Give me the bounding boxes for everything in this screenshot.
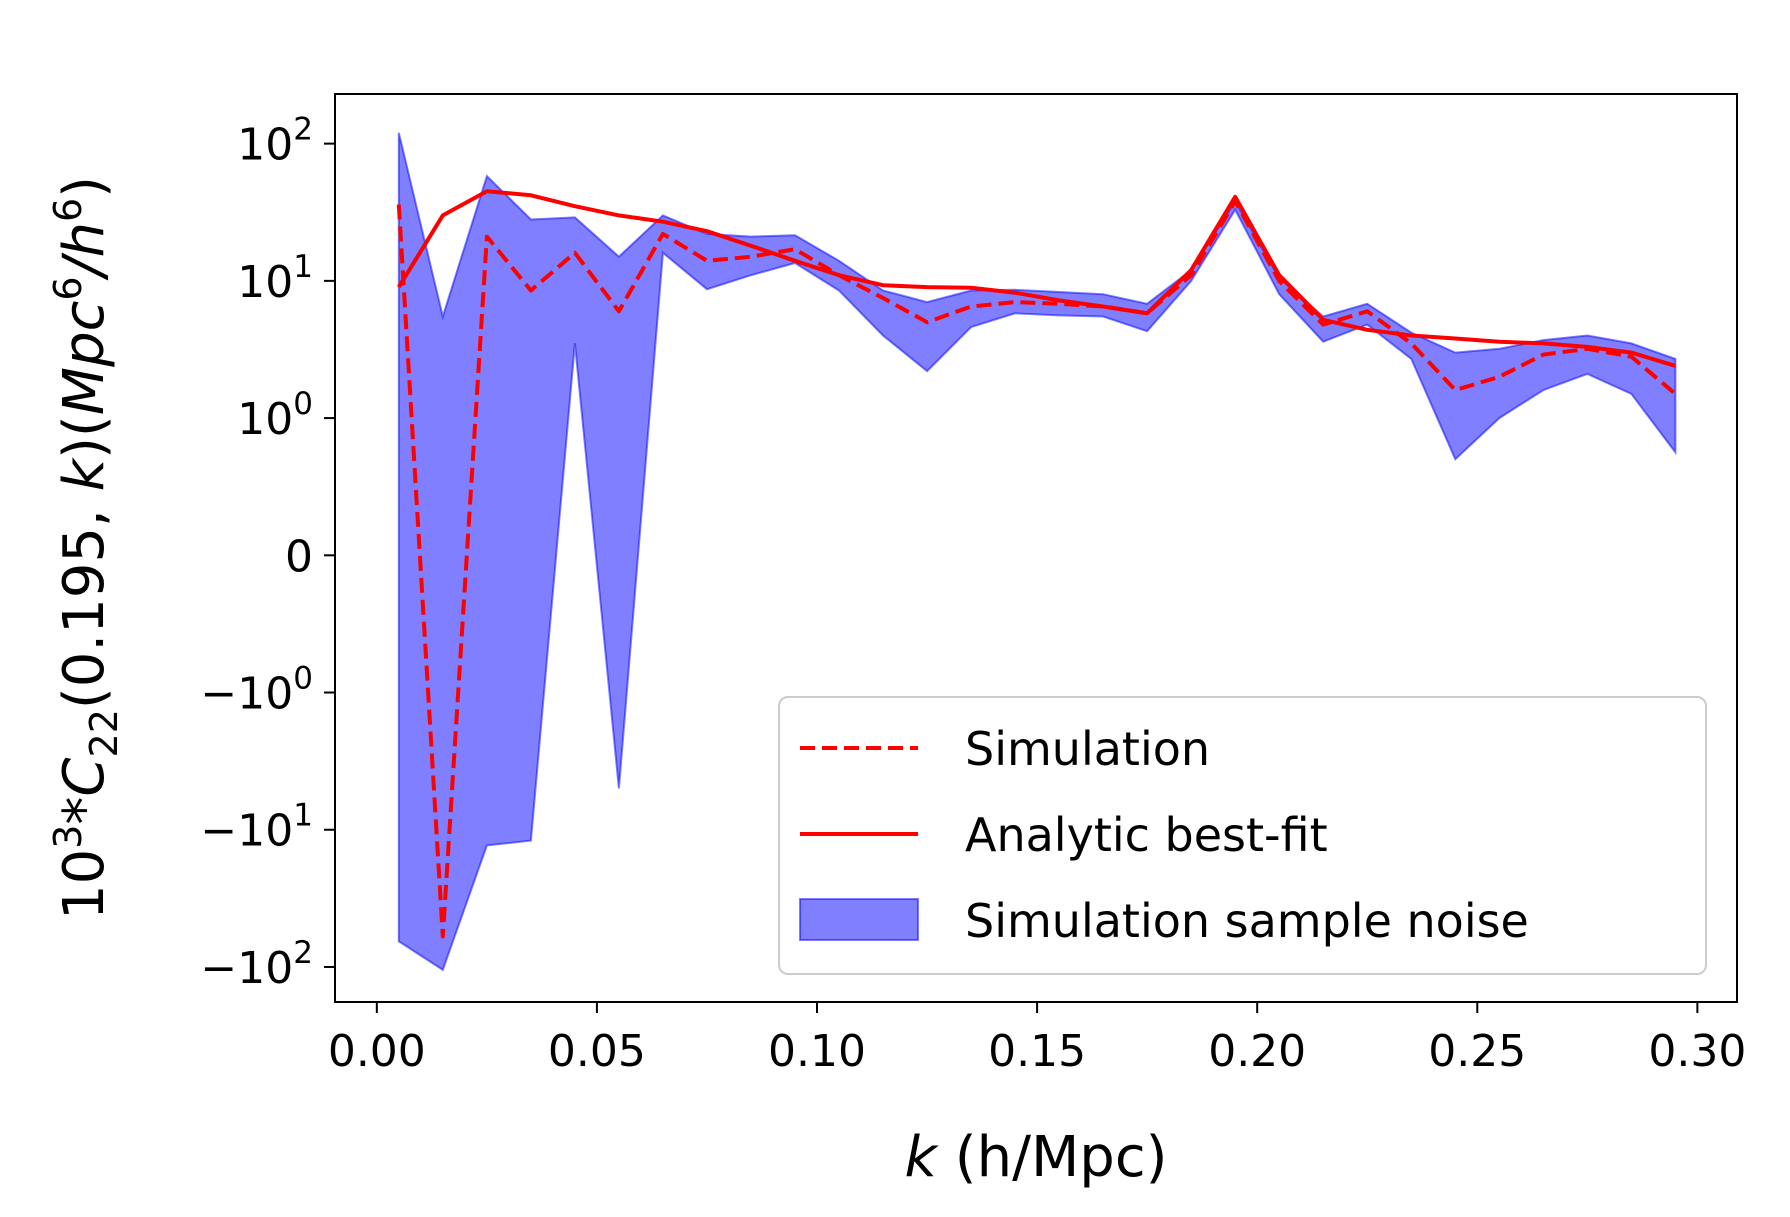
x-tick-label: 0.05	[548, 1026, 646, 1077]
y-tick-label: 100	[237, 386, 313, 445]
x-tick-label: 0.25	[1428, 1026, 1526, 1077]
x-tick-label: 0.00	[328, 1026, 426, 1077]
legend: Simulation Analytic best-fit Simulation …	[778, 696, 1707, 975]
noise-band	[397, 132, 1677, 972]
y-axis-title: 103*C22(0.195, k)(Mpc6/h6)	[46, 176, 126, 920]
y-tick-label: 102	[237, 112, 313, 171]
x-tick-label: 0.20	[1208, 1026, 1306, 1077]
plot-frame	[334, 93, 1738, 1003]
x-tick-label: 0.15	[988, 1026, 1086, 1077]
x-tick-label: 0.30	[1648, 1026, 1746, 1077]
x-ticks: 0.00 0.05 0.10 0.15 0.20 0.25 0.30	[328, 1002, 1746, 1077]
y-tick-label: 0	[285, 531, 313, 582]
noise-band-layer	[397, 132, 1677, 972]
y-tick-label: 101	[237, 249, 313, 308]
y-tick-label: −101	[200, 798, 313, 857]
series-line-simulation	[396, 199, 1677, 939]
series-line-analytic-best-fit	[397, 189, 1676, 368]
y-tick-label: −102	[200, 935, 313, 994]
series-layer	[396, 189, 1677, 939]
legend-noise-label: Simulation sample noise	[965, 894, 1529, 948]
x-tick-label: 0.10	[768, 1026, 866, 1077]
y-tick-label: −100	[200, 661, 313, 720]
y-ticks: 102 101 100 0 −100 −101 −102	[200, 112, 335, 994]
legend-analytic-label: Analytic best-fit	[965, 808, 1328, 862]
legend-box	[778, 696, 1707, 975]
legend-noise-swatch	[799, 898, 919, 941]
x-axis-title: k (h/Mpc)	[905, 1125, 1168, 1190]
legend-simulation-label: Simulation	[965, 722, 1210, 776]
